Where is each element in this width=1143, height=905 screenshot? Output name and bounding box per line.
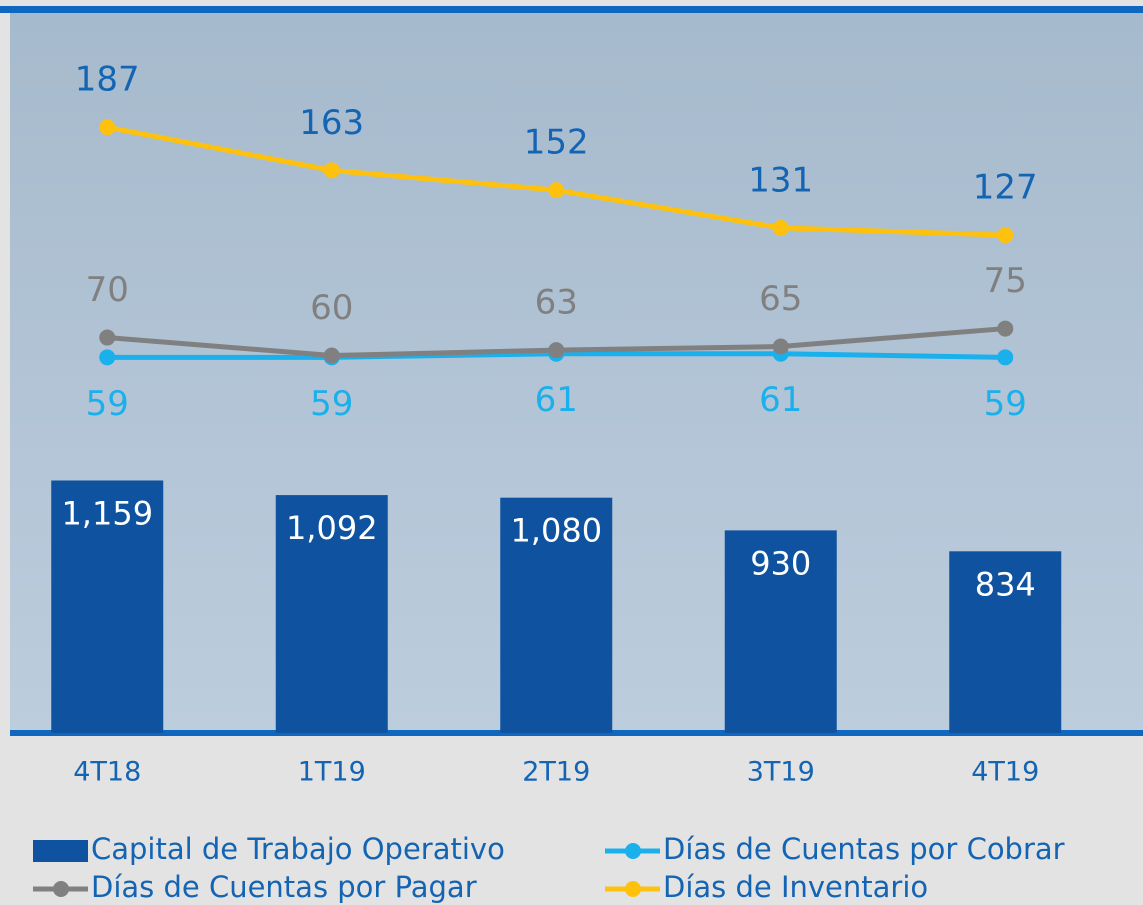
line-marker — [772, 338, 789, 355]
line-value-label: 61 — [535, 380, 578, 420]
line-value-label: 61 — [759, 380, 802, 420]
bar — [500, 497, 613, 733]
line-value-label: 59 — [310, 384, 353, 424]
bar-value-label: 1,159 — [61, 494, 153, 532]
line-marker — [997, 349, 1014, 366]
line-value-label: 59 — [984, 384, 1027, 424]
line-value-label: 70 — [86, 270, 129, 310]
bar-value-label: 1,092 — [286, 509, 378, 547]
line-marker — [99, 349, 116, 366]
x-tick-label: 4T19 — [971, 757, 1039, 788]
line-marker — [548, 182, 565, 199]
legend-label: Capital de Trabajo Operativo — [91, 832, 505, 866]
line-value-label: 59 — [86, 384, 129, 424]
legend-marker — [625, 843, 641, 859]
x-tick-label: 4T18 — [73, 757, 141, 788]
line-value-label: 187 — [75, 60, 140, 100]
line-value-label: 60 — [310, 288, 353, 328]
line-marker — [997, 227, 1014, 244]
top-rule — [0, 6, 1143, 13]
line-value-label: 152 — [524, 123, 589, 163]
legend-marker — [53, 881, 69, 897]
line-marker — [548, 342, 565, 359]
line-value-label: 163 — [299, 103, 364, 143]
line-marker — [99, 329, 116, 346]
line-marker — [323, 162, 340, 179]
bar — [949, 551, 1062, 733]
line-value-label: 131 — [748, 160, 813, 200]
bar-value-label: 930 — [750, 544, 811, 582]
line-marker — [323, 347, 340, 364]
legend-label: Días de Inventario — [663, 870, 928, 904]
legend-label: Días de Cuentas por Cobrar — [663, 832, 1065, 866]
bar — [724, 530, 837, 733]
bar-value-label: 1,080 — [510, 512, 602, 550]
line-value-label: 127 — [973, 168, 1038, 208]
x-tick-label: 2T19 — [522, 757, 590, 788]
x-tick-label: 3T19 — [747, 757, 815, 788]
legend-label: Días de Cuentas por Pagar — [91, 870, 477, 904]
line-marker — [772, 219, 789, 236]
bar-value-label: 834 — [975, 565, 1036, 603]
line-value-label: 75 — [984, 261, 1027, 301]
legend-marker — [625, 881, 641, 897]
line-marker — [99, 119, 116, 136]
bar — [51, 480, 164, 733]
line-value-label: 63 — [535, 283, 578, 323]
line-marker — [997, 320, 1014, 337]
line-value-label: 65 — [759, 279, 802, 319]
bar — [275, 495, 388, 733]
legend-swatch — [33, 840, 88, 862]
x-tick-label: 1T19 — [298, 757, 366, 788]
